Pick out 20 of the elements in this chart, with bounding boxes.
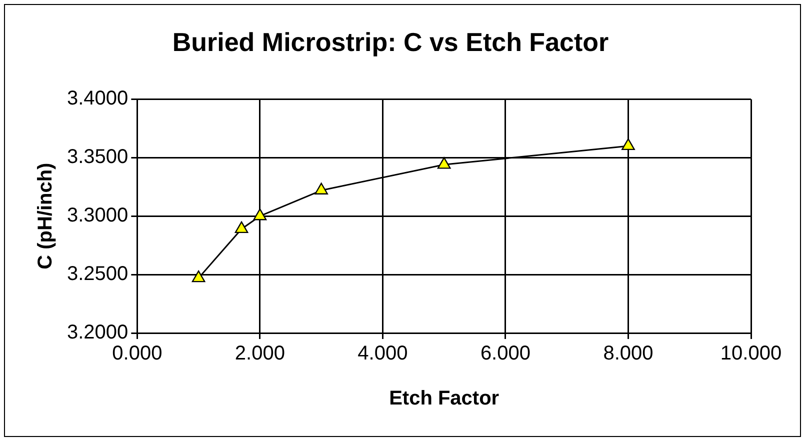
x-tick-label: 6.000: [480, 342, 530, 365]
x-axis-title: Etch Factor: [389, 388, 500, 410]
y-tick-label: 3.2500: [67, 263, 128, 286]
x-tick-label: 2.000: [234, 342, 285, 365]
point: [192, 270, 206, 282]
chart-title: Buried Microstrip: C vs Etch Factor: [172, 26, 609, 57]
point: [253, 208, 267, 220]
y-tick-label: 3.4000: [67, 88, 128, 110]
point: [234, 221, 248, 234]
point: [314, 182, 328, 194]
x-tick-label: 4.000: [358, 342, 408, 365]
x-tick-label: 10.000: [720, 342, 782, 365]
y-tick-label: 3.3500: [67, 146, 128, 168]
x-tick-label: 0.000: [112, 342, 162, 365]
y-axis-title: C (pH/inch): [34, 162, 57, 270]
point: [437, 157, 451, 169]
y-tick-label: 3.3000: [67, 204, 128, 227]
point: [622, 138, 635, 150]
x-tick-label: 8.000: [603, 342, 654, 365]
y-tick-label: 3.2000: [67, 322, 128, 344]
